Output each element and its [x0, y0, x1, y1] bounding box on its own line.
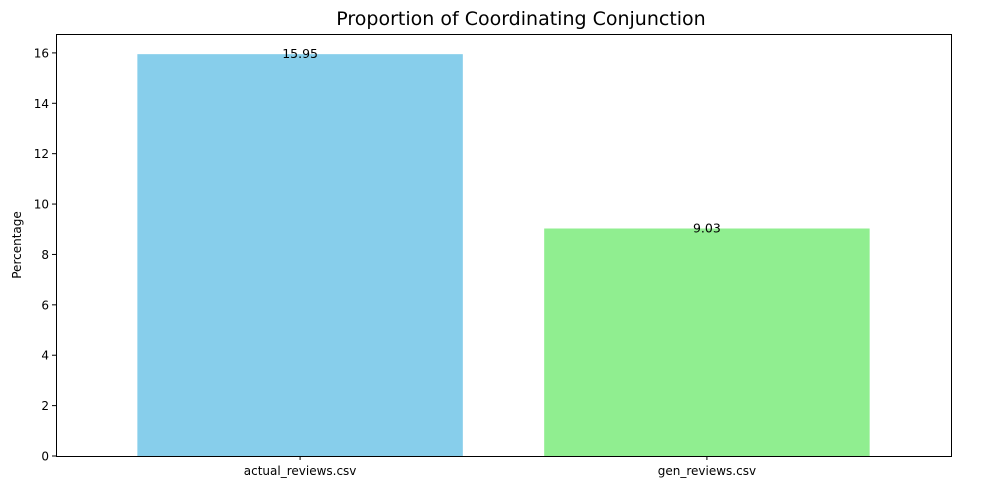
y-axis-label: Percentage [10, 211, 24, 279]
y-tick-label: 16 [34, 46, 49, 60]
bar-value-label: 9.03 [693, 220, 721, 235]
x-tick-label: gen_reviews.csv [658, 464, 756, 478]
chart-title: Proportion of Coordinating Conjunction [336, 8, 705, 30]
plot-frame [56, 34, 952, 457]
bar-value-label: 15.95 [282, 46, 318, 61]
y-tick-label: 0 [41, 450, 49, 464]
bar-actual_reviews.csv [137, 54, 463, 457]
axis-ticks: actual_reviews.csv gen_reviews.csv 0 2 4 6 8 10… [34, 46, 756, 478]
y-tick-label: 14 [34, 97, 49, 111]
x-tick-label: actual_reviews.csv [244, 464, 357, 478]
y-tick-label: 6 [41, 298, 49, 312]
y-tick-label: 2 [41, 399, 49, 413]
bars: 15.95 9.03 [137, 46, 870, 457]
y-tick-label: 12 [34, 147, 49, 161]
y-tick-label: 8 [41, 248, 49, 262]
bar-gen_reviews.csv [544, 228, 870, 456]
y-tick-label: 10 [34, 198, 49, 212]
y-tick-label: 4 [41, 349, 49, 363]
